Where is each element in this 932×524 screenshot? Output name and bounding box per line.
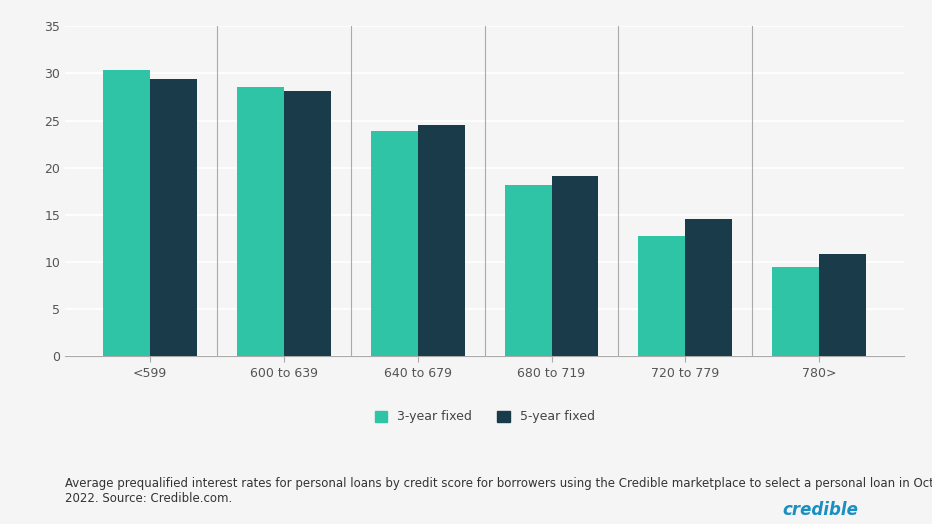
Bar xyxy=(552,176,598,356)
Bar xyxy=(638,236,685,356)
Text: Average prequalified interest rates for personal loans by credit score for borro: Average prequalified interest rates for … xyxy=(65,477,932,505)
Bar xyxy=(685,219,733,356)
Bar xyxy=(371,131,418,356)
Bar xyxy=(773,267,819,356)
Legend: 3-year fixed, 5-year fixed: 3-year fixed, 5-year fixed xyxy=(370,406,599,429)
Bar xyxy=(150,79,197,356)
Bar xyxy=(237,86,284,356)
Bar xyxy=(103,70,150,356)
Bar xyxy=(819,255,866,356)
Bar xyxy=(418,125,464,356)
Bar xyxy=(505,184,552,356)
Text: credible: credible xyxy=(782,501,858,519)
Bar xyxy=(284,91,331,356)
